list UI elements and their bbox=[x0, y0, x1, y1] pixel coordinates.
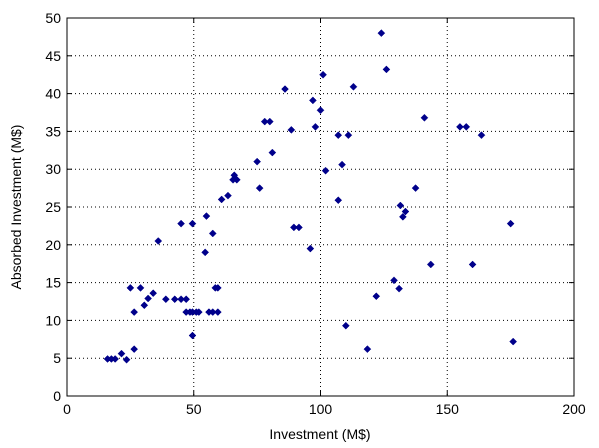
x-tick-label: 0 bbox=[63, 401, 71, 417]
data-point bbox=[477, 131, 486, 140]
data-point bbox=[290, 223, 298, 232]
y-tick-label: 0 bbox=[53, 388, 61, 404]
data-point bbox=[170, 295, 179, 304]
data-point bbox=[177, 295, 185, 304]
data-point bbox=[208, 229, 217, 238]
y-tick-label: 5 bbox=[53, 350, 61, 366]
data-point bbox=[265, 117, 274, 126]
data-point bbox=[202, 212, 211, 220]
y-tick-label: 25 bbox=[45, 199, 61, 215]
data-point bbox=[130, 308, 139, 316]
data-point bbox=[213, 284, 222, 292]
data-point bbox=[396, 201, 405, 210]
y-axis-label: Absorbed Investment (M$) bbox=[8, 125, 24, 290]
data-point bbox=[182, 295, 190, 304]
data-point bbox=[341, 321, 350, 330]
data-point bbox=[188, 331, 197, 340]
data-point bbox=[201, 248, 210, 257]
y-tick-labels: 0 5 10 15 20 25 30 35 40 45 50 bbox=[45, 10, 61, 404]
data-point bbox=[281, 85, 289, 93]
data-point bbox=[316, 106, 325, 115]
x-tick-label: 200 bbox=[562, 401, 586, 417]
data-point bbox=[506, 219, 515, 228]
data-point bbox=[287, 126, 296, 134]
data-point bbox=[188, 219, 197, 228]
data-point bbox=[319, 70, 327, 79]
data-point bbox=[382, 65, 391, 74]
data-point bbox=[420, 113, 429, 122]
x-tick-label: 100 bbox=[309, 401, 333, 417]
y-tick-label: 10 bbox=[45, 312, 61, 328]
data-point bbox=[194, 308, 203, 316]
data-point bbox=[311, 123, 320, 131]
y-tick-label: 15 bbox=[45, 275, 61, 291]
axis-ticks bbox=[66, 17, 575, 397]
data-point bbox=[255, 184, 264, 192]
data-point bbox=[144, 294, 152, 303]
data-point bbox=[162, 295, 170, 304]
data-point bbox=[456, 123, 464, 131]
data-point bbox=[462, 123, 471, 131]
y-tick-label: 45 bbox=[45, 48, 61, 64]
data-point bbox=[208, 308, 217, 316]
data-point bbox=[130, 345, 139, 353]
data-point bbox=[377, 29, 386, 37]
data-point bbox=[232, 175, 241, 184]
data-point bbox=[401, 207, 410, 216]
data-point bbox=[468, 260, 477, 269]
x-tick-label: 150 bbox=[436, 401, 460, 417]
data-point bbox=[309, 96, 317, 105]
grid-lines bbox=[67, 18, 574, 396]
data-point bbox=[253, 157, 261, 166]
data-point bbox=[224, 191, 232, 200]
data-point bbox=[268, 148, 277, 157]
data-point bbox=[321, 166, 330, 175]
data-point bbox=[217, 195, 226, 204]
data-point bbox=[395, 284, 403, 293]
y-tick-label: 20 bbox=[45, 237, 61, 253]
x-tick-label: 50 bbox=[186, 401, 202, 417]
data-point bbox=[372, 292, 381, 301]
x-tick-labels: 0 50 100 150 200 bbox=[63, 401, 586, 417]
data-point bbox=[334, 196, 343, 205]
y-tick-label: 40 bbox=[45, 86, 61, 102]
y-tick-label: 50 bbox=[45, 10, 61, 26]
data-point bbox=[363, 345, 372, 353]
data-point bbox=[111, 355, 120, 363]
y-tick-label: 30 bbox=[45, 161, 61, 177]
data-point bbox=[399, 212, 407, 221]
data-point bbox=[426, 260, 435, 269]
data-points bbox=[103, 29, 518, 364]
data-point bbox=[177, 219, 185, 228]
data-point bbox=[349, 82, 358, 91]
data-point bbox=[260, 117, 269, 126]
data-point bbox=[334, 131, 343, 140]
data-point bbox=[136, 284, 145, 292]
data-point bbox=[509, 337, 518, 346]
data-point bbox=[117, 349, 126, 358]
x-axis-label: Investment (M$) bbox=[269, 426, 370, 442]
data-point bbox=[390, 276, 398, 285]
data-point bbox=[140, 301, 149, 310]
y-tick-label: 35 bbox=[45, 123, 61, 139]
data-point bbox=[344, 131, 353, 140]
data-point bbox=[126, 284, 135, 292]
data-point bbox=[295, 223, 303, 232]
data-point bbox=[122, 355, 131, 364]
data-point bbox=[338, 160, 346, 169]
data-point bbox=[306, 244, 315, 253]
data-point bbox=[213, 308, 222, 316]
data-point bbox=[149, 289, 158, 298]
data-point bbox=[411, 184, 420, 192]
data-point bbox=[154, 237, 163, 245]
